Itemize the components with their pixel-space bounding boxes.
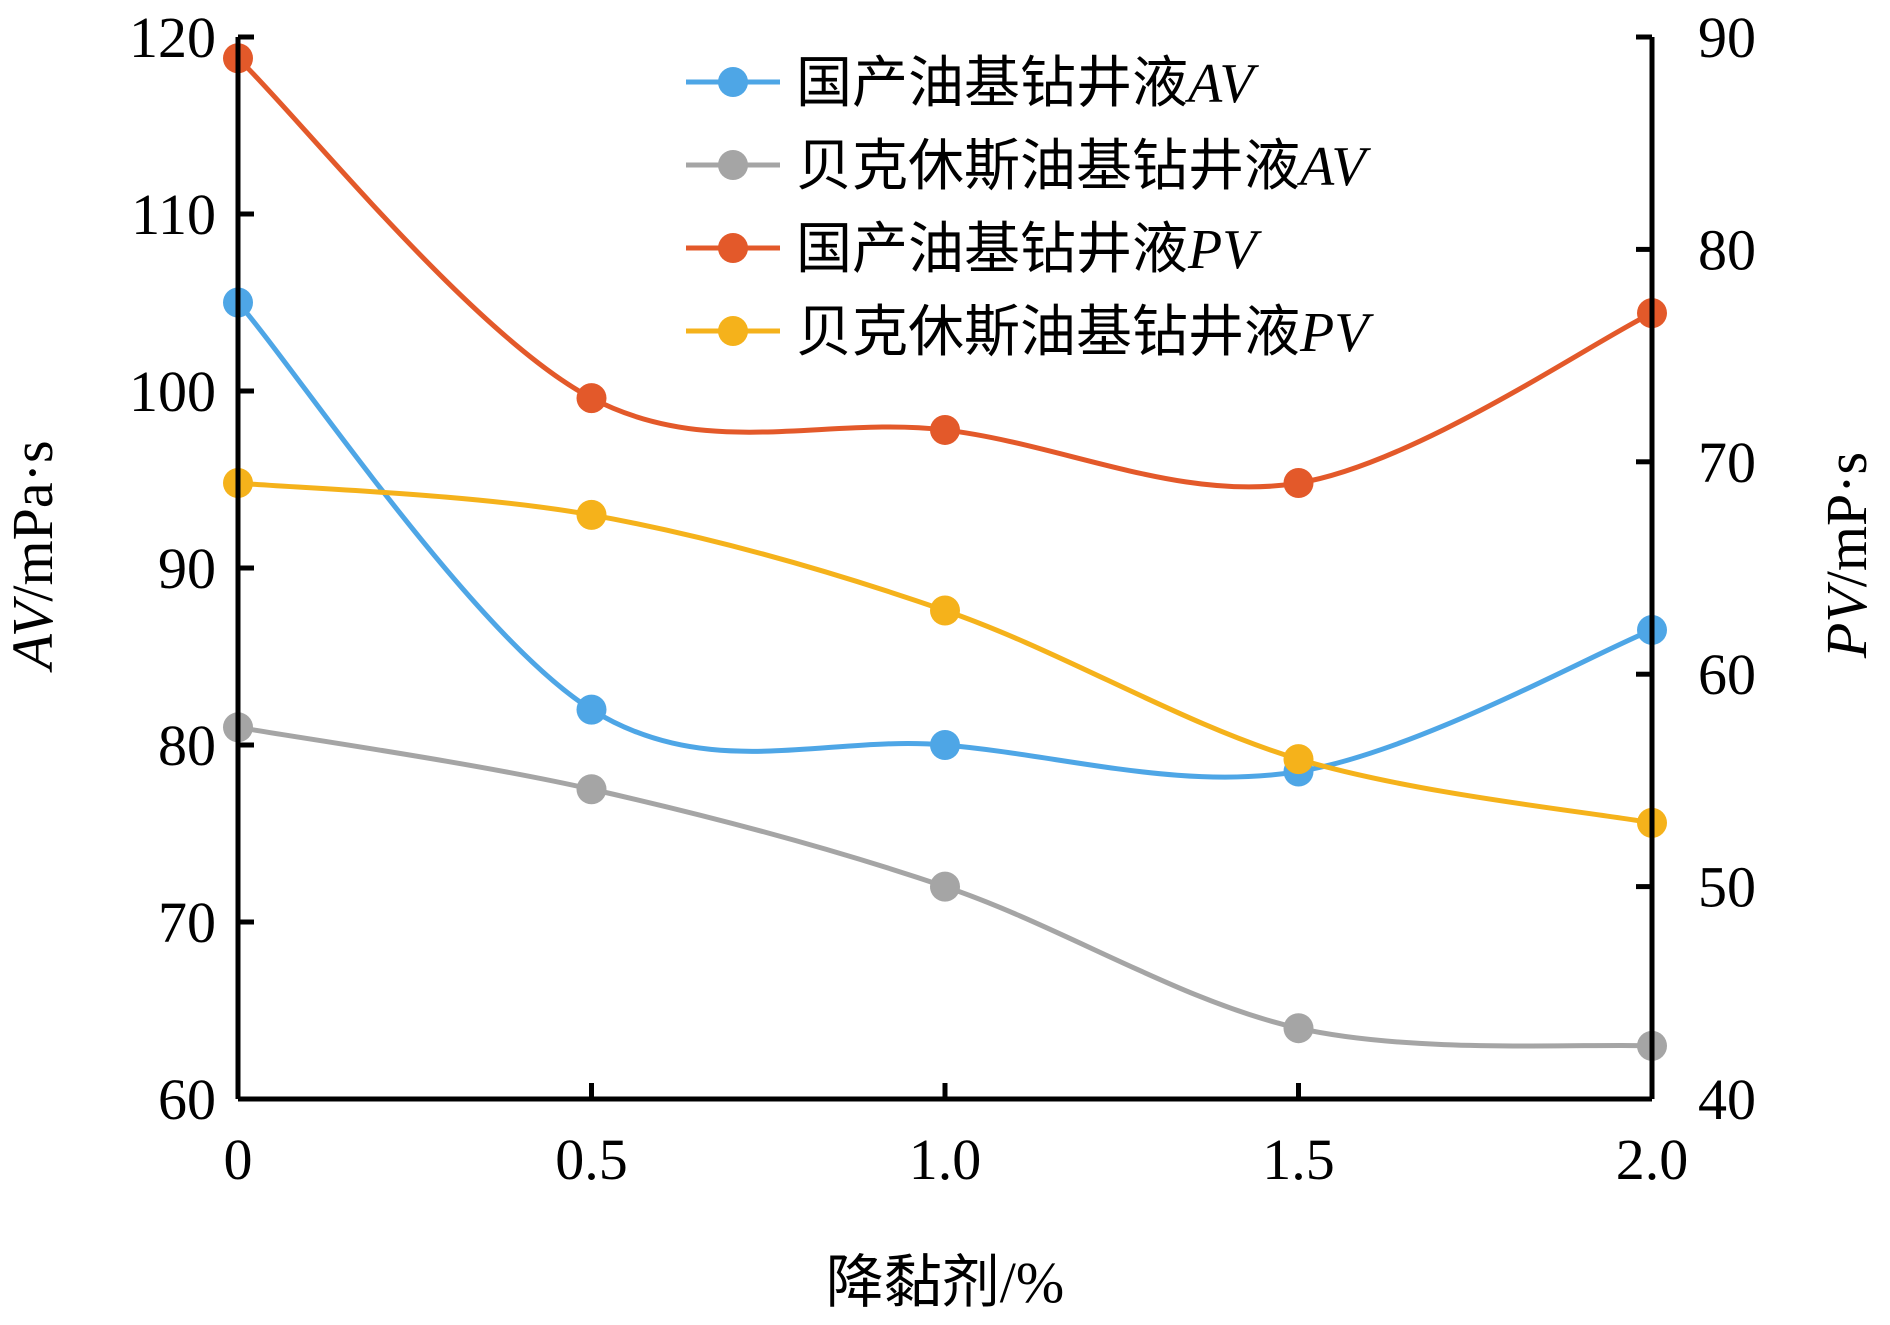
left-tick-label: 80 [158, 713, 216, 778]
x-tick-label: 0 [224, 1127, 253, 1192]
left-tick-label: 60 [158, 1067, 216, 1132]
legend-label-1-italic: AV [1184, 53, 1259, 115]
series-3-point [930, 414, 960, 445]
legend-label-3-text: 国产油基钻井液 [796, 219, 1188, 281]
left-axis-title-italic: AV [0, 595, 65, 674]
left-tick-label: 120 [129, 5, 216, 70]
right-tick-label: 40 [1698, 1067, 1756, 1132]
legend-item-4: 贝克休斯油基钻井液PV [686, 302, 1374, 364]
left-axis-title-unit: /mPa·s [0, 440, 65, 601]
right-tick-label: 50 [1698, 855, 1756, 920]
right-tick-label: 90 [1698, 5, 1756, 70]
series-4-line [237, 480, 1653, 826]
right-axis-title-italic: PV [1814, 581, 1879, 659]
legend-label-4-italic: PV [1299, 302, 1374, 364]
x-tick-label: 1.0 [909, 1127, 982, 1192]
legend-label-4-text: 贝克休斯油基钻井液 [796, 302, 1300, 364]
series-2-point [930, 871, 960, 902]
series-3-point [576, 383, 607, 414]
series-1-point [576, 694, 607, 725]
legend-label-2-text: 贝克休斯油基钻井液 [796, 136, 1300, 198]
left-tick-label: 70 [158, 890, 216, 955]
legend-marker-2 [718, 150, 748, 180]
series-1-line [236, 300, 1653, 780]
series-layer [223, 43, 1667, 1061]
x-tick-label: 2.0 [1616, 1127, 1689, 1192]
left-tick-label: 90 [158, 536, 216, 601]
left-tick-label: 110 [131, 182, 216, 247]
right-axis-title: PV/mP·s [1814, 452, 1879, 659]
legend-item-3: 国产油基钻井液PV [686, 219, 1262, 281]
right-tick-label: 80 [1698, 217, 1756, 282]
axes-layer [235, 34, 1655, 1102]
series-4-point [1283, 744, 1314, 775]
x-tick-label: 0.5 [555, 1127, 628, 1192]
ticks-layer: 60 70 80 90 100 110 120 40 50 60 70 80 90 0 0.5 1.0 1.5 2… [129, 5, 1756, 1192]
series-4-point [576, 499, 607, 530]
right-axis-title-unit: /mP·s [1814, 452, 1879, 587]
legend-item-2: 贝克休斯油基钻井液AV [686, 136, 1371, 198]
legend: 国产油基钻井液AV 贝克休斯油基钻井液AV 国产油基钻井液PV 贝克休斯油基钻井… [686, 53, 1374, 364]
x-tick-label: 1.5 [1262, 1127, 1335, 1192]
series-4-point [930, 595, 960, 626]
legend-label-1-text: 国产油基钻井液 [796, 53, 1188, 115]
legend-label-3-italic: PV [1187, 219, 1262, 281]
right-tick-label: 70 [1698, 430, 1756, 495]
left-axis-title: AV/mPa·s [0, 440, 65, 673]
x-axis-title: 降黏剂/% [826, 1250, 1064, 1315]
legend-label-2: 贝克休斯油基钻井液AV [796, 136, 1371, 198]
legend-marker-1 [718, 67, 748, 97]
left-tick-label: 100 [129, 359, 216, 424]
series-3-point [1283, 468, 1314, 499]
legend-item-1: 国产油基钻井液AV [686, 53, 1259, 115]
series-2-point [576, 774, 607, 805]
legend-marker-4 [718, 316, 748, 346]
legend-label-1: 国产油基钻井液AV [796, 53, 1259, 115]
right-tick-label: 60 [1698, 642, 1756, 707]
series-2-point [1283, 1013, 1314, 1044]
legend-marker-3 [718, 233, 748, 263]
legend-label-3: 国产油基钻井液PV [796, 219, 1262, 281]
legend-label-4: 贝克休斯油基钻井液PV [796, 302, 1374, 364]
legend-label-2-italic: AV [1296, 136, 1371, 198]
series-1-point [930, 730, 960, 760]
